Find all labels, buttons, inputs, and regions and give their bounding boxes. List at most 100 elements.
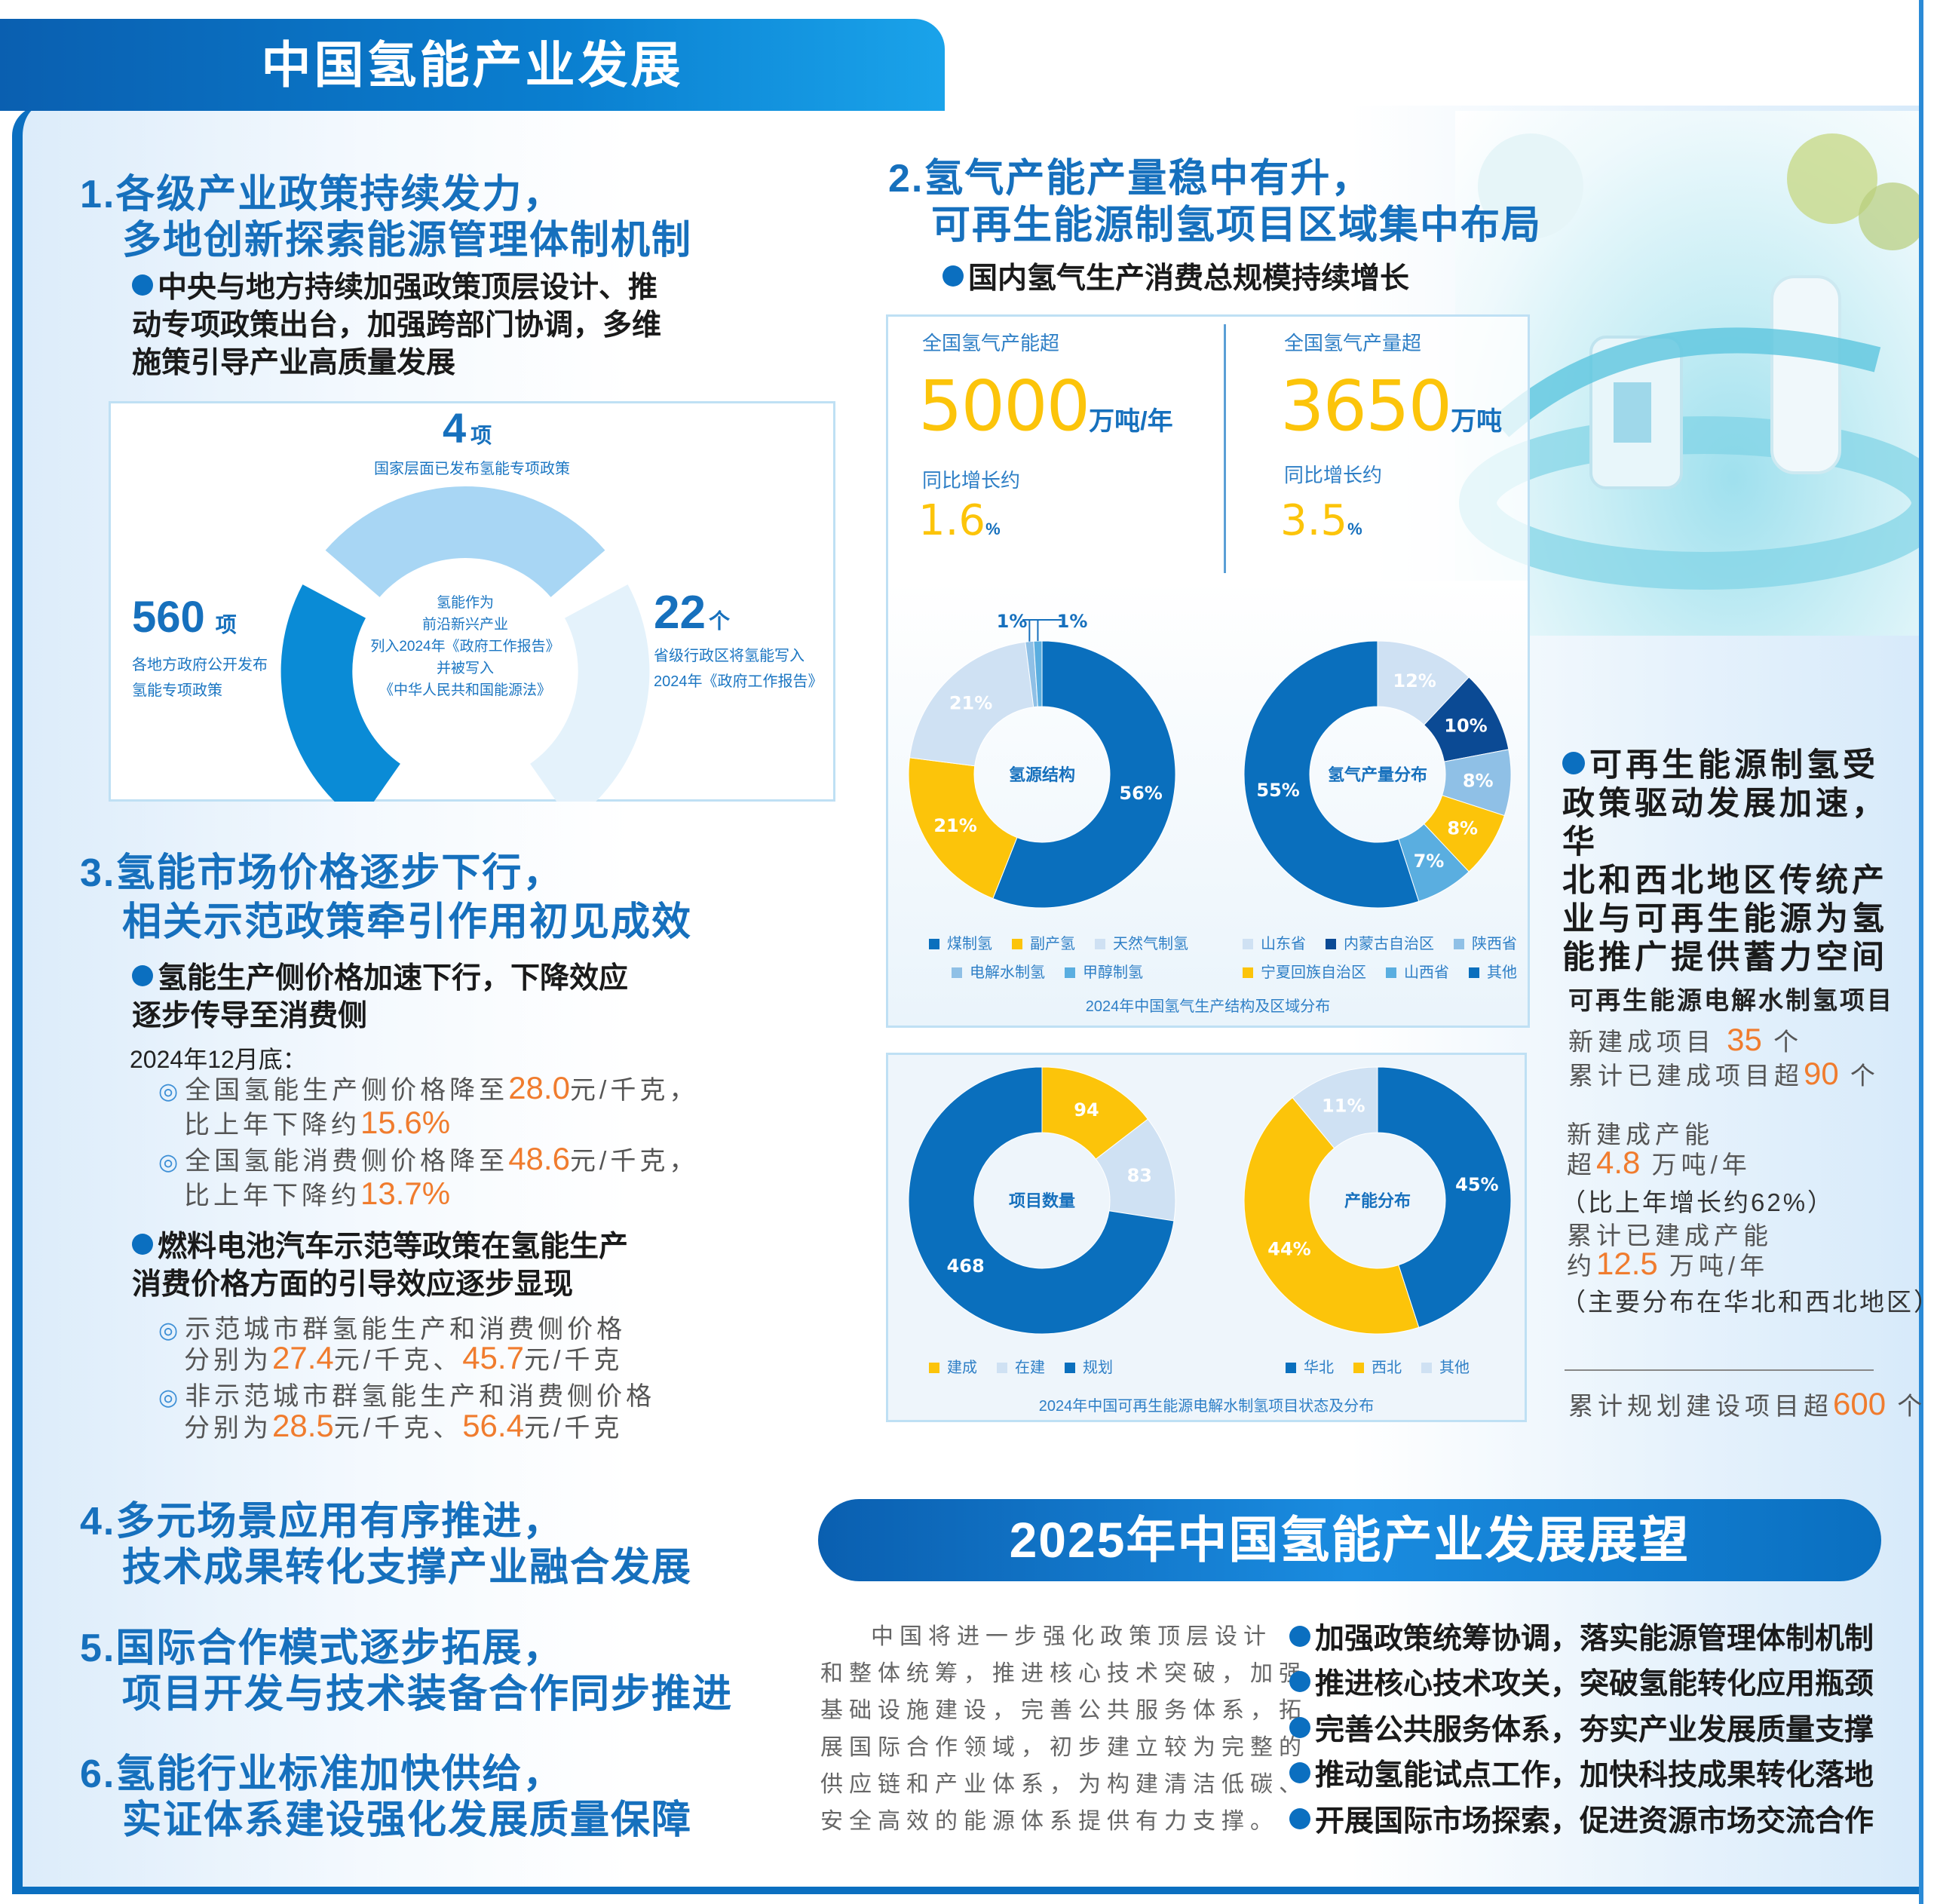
legend-item: 副产氢 bbox=[1012, 931, 1075, 953]
donut-center-label: 产能分布 bbox=[1344, 1191, 1411, 1210]
legend-swatch bbox=[929, 939, 939, 949]
outlook-point: 开展国际市场探索，促进资源市场交流合作 bbox=[1315, 1805, 1874, 1838]
double-circle-icon: ◎ bbox=[158, 1079, 182, 1104]
slice-label: 44% bbox=[1267, 1238, 1310, 1259]
price-value: 45.7 bbox=[462, 1340, 524, 1375]
legend-swatch bbox=[1065, 967, 1075, 978]
legend-2: 宁夏回族自治区 山西省 其他 bbox=[1243, 960, 1517, 982]
bullet-dot-icon bbox=[132, 1234, 153, 1255]
legend-item: 宁夏回族自治区 bbox=[1243, 960, 1366, 982]
outlook-point: 推动氢能试点工作，加快科技成果转化落地 bbox=[1315, 1759, 1874, 1792]
section1-title-line2: 多地创新探索能源管理体制机制 bbox=[122, 219, 693, 262]
legend-label: 规划 bbox=[1083, 1360, 1113, 1376]
stat-text: 新建成产能 bbox=[1567, 1121, 1714, 1148]
bullet-dot-icon bbox=[1289, 1671, 1310, 1692]
section3-title-line2: 相关示范政策牵引作用初见成效 bbox=[122, 900, 693, 944]
legend-swatch bbox=[1326, 939, 1336, 949]
slice-label: 8% bbox=[1463, 770, 1494, 791]
bullet-dot-icon bbox=[1289, 1717, 1310, 1738]
heading-line: 北和西北地区传统产 bbox=[1562, 863, 1888, 899]
province-count: 22 bbox=[654, 587, 706, 639]
stat-note: （比上年增长约62%） bbox=[1561, 1188, 1835, 1216]
legend-label: 山东省 bbox=[1261, 936, 1306, 952]
donut-chart-1: 56% 21% 21% 1% 1% 氢源结构 bbox=[908, 611, 1176, 909]
legend-1: 电解水制氢 甲醇制氢 bbox=[952, 960, 1143, 982]
legend-label: 内蒙古自治区 bbox=[1344, 936, 1434, 952]
province-desc1: 省级行政区将氢能写入 bbox=[654, 648, 805, 664]
legend-swatch bbox=[1243, 939, 1253, 949]
center-line: 前沿新兴产业 bbox=[421, 617, 508, 633]
slice-规划 bbox=[908, 1066, 1175, 1335]
section2-title-line2: 可再生能源制氢项目区域集中布局 bbox=[931, 204, 1543, 247]
section6-title-line1: 6.氢能行业标准加快供给， bbox=[80, 1752, 564, 1796]
slice-label: 55% bbox=[1256, 780, 1299, 801]
legend-item: 甲醇制氢 bbox=[1065, 960, 1143, 982]
legend-label: 其他 bbox=[1439, 1360, 1470, 1376]
stat-unit: 万吨/年 bbox=[1669, 1252, 1770, 1280]
outlook-point: 加强政策统筹协调，落实能源管理体制机制 bbox=[1315, 1623, 1874, 1655]
stat-unit: 个 bbox=[1773, 1028, 1804, 1056]
slice-label: 1% bbox=[997, 611, 1028, 632]
slice-煤制氢 bbox=[992, 640, 1176, 909]
item-unit: 元/千克、 bbox=[333, 1414, 463, 1443]
legend-label: 煤制氢 bbox=[947, 936, 992, 952]
item-text: 分别为 bbox=[184, 1414, 272, 1443]
bullet-dot-icon bbox=[1289, 1762, 1310, 1783]
item-unit: 元/千克 bbox=[523, 1346, 624, 1375]
item-text: 比上年下降约 bbox=[184, 1182, 360, 1210]
heading-line: 可再生能源制氢受 bbox=[1589, 747, 1879, 783]
legend-swatch bbox=[1386, 967, 1396, 978]
slice-label: 7% bbox=[1414, 851, 1445, 872]
heading-line: 政策驱动发展加速，华 bbox=[1562, 786, 1888, 860]
capacity-growth: 1.6 bbox=[918, 496, 986, 545]
item-text: 全国氢能消费侧价格降至 bbox=[185, 1147, 509, 1176]
legend-swatch bbox=[1286, 1363, 1296, 1373]
item-text: 示范城市群氢能生产和消费侧价格 bbox=[185, 1315, 627, 1344]
donut-center-label: 氢气产量分布 bbox=[1328, 765, 1427, 784]
slice-其他 bbox=[1243, 640, 1420, 909]
decline-value: 13.7% bbox=[360, 1176, 451, 1211]
section4-title-line1: 4.多元场景应用有序推进， bbox=[80, 1500, 564, 1544]
legend-label: 其他 bbox=[1487, 964, 1517, 981]
double-circle-icon: ◎ bbox=[158, 1150, 182, 1175]
legend-label: 宁夏回族自治区 bbox=[1261, 964, 1366, 981]
legend-item: 天然气制氢 bbox=[1095, 931, 1188, 953]
legend-swatch bbox=[997, 1363, 1007, 1373]
section3-bullet1-line1: 氢能生产侧价格加速下行，下降效应 bbox=[158, 962, 629, 995]
date-label: 2024年12月底： bbox=[130, 1046, 307, 1073]
divider bbox=[1565, 1369, 1874, 1371]
output-growth-label: 同比增长约 bbox=[1284, 464, 1383, 486]
legend-swatch bbox=[1353, 1363, 1364, 1373]
legend-swatch bbox=[1012, 939, 1022, 949]
item-text: 分别为 bbox=[184, 1346, 272, 1375]
local-policy-count: 560 bbox=[132, 593, 205, 642]
stats-divider bbox=[1224, 324, 1226, 573]
slice-label: 94 bbox=[1074, 1099, 1099, 1121]
stat-text: 新建成项目 bbox=[1568, 1028, 1715, 1056]
double-circle-icon: ◎ bbox=[158, 1385, 182, 1410]
slice-华北 bbox=[1377, 1066, 1512, 1328]
legend-swatch bbox=[952, 967, 962, 978]
bullet-dot-icon bbox=[132, 274, 153, 296]
slice-label: 12% bbox=[1393, 670, 1436, 691]
outlook-paragraph-line: 供应链和产业体系，为构建清洁低碳、 bbox=[820, 1772, 1307, 1797]
slice-label: 1% bbox=[1057, 611, 1088, 632]
slice-label: 11% bbox=[1322, 1095, 1365, 1116]
stat-text: 累计已建成产能 bbox=[1567, 1222, 1773, 1249]
price-value: 27.4 bbox=[272, 1340, 334, 1375]
bullet-dot-icon bbox=[1562, 752, 1585, 774]
legend-item: 山西省 bbox=[1386, 960, 1449, 982]
stat-unit: 个 bbox=[1850, 1062, 1880, 1090]
new-capacity-value: 4.8 bbox=[1596, 1145, 1641, 1180]
legend-label: 陕西省 bbox=[1472, 936, 1517, 952]
heading-line: 业与可再生能源为氢 bbox=[1562, 901, 1888, 937]
stat-unit: 万吨/年 bbox=[1651, 1151, 1752, 1179]
section5-title-line2: 项目开发与技术装备合作同步推进 bbox=[122, 1673, 734, 1716]
arc-top bbox=[325, 486, 605, 597]
center-line: 氢能作为 bbox=[436, 595, 494, 611]
item-text: 非示范城市群氢能生产和消费侧价格 bbox=[185, 1382, 656, 1411]
section3-bullet1-line2: 逐步传导至消费侧 bbox=[132, 1000, 368, 1032]
page-title: 中国氢能产业发展 bbox=[261, 37, 684, 93]
